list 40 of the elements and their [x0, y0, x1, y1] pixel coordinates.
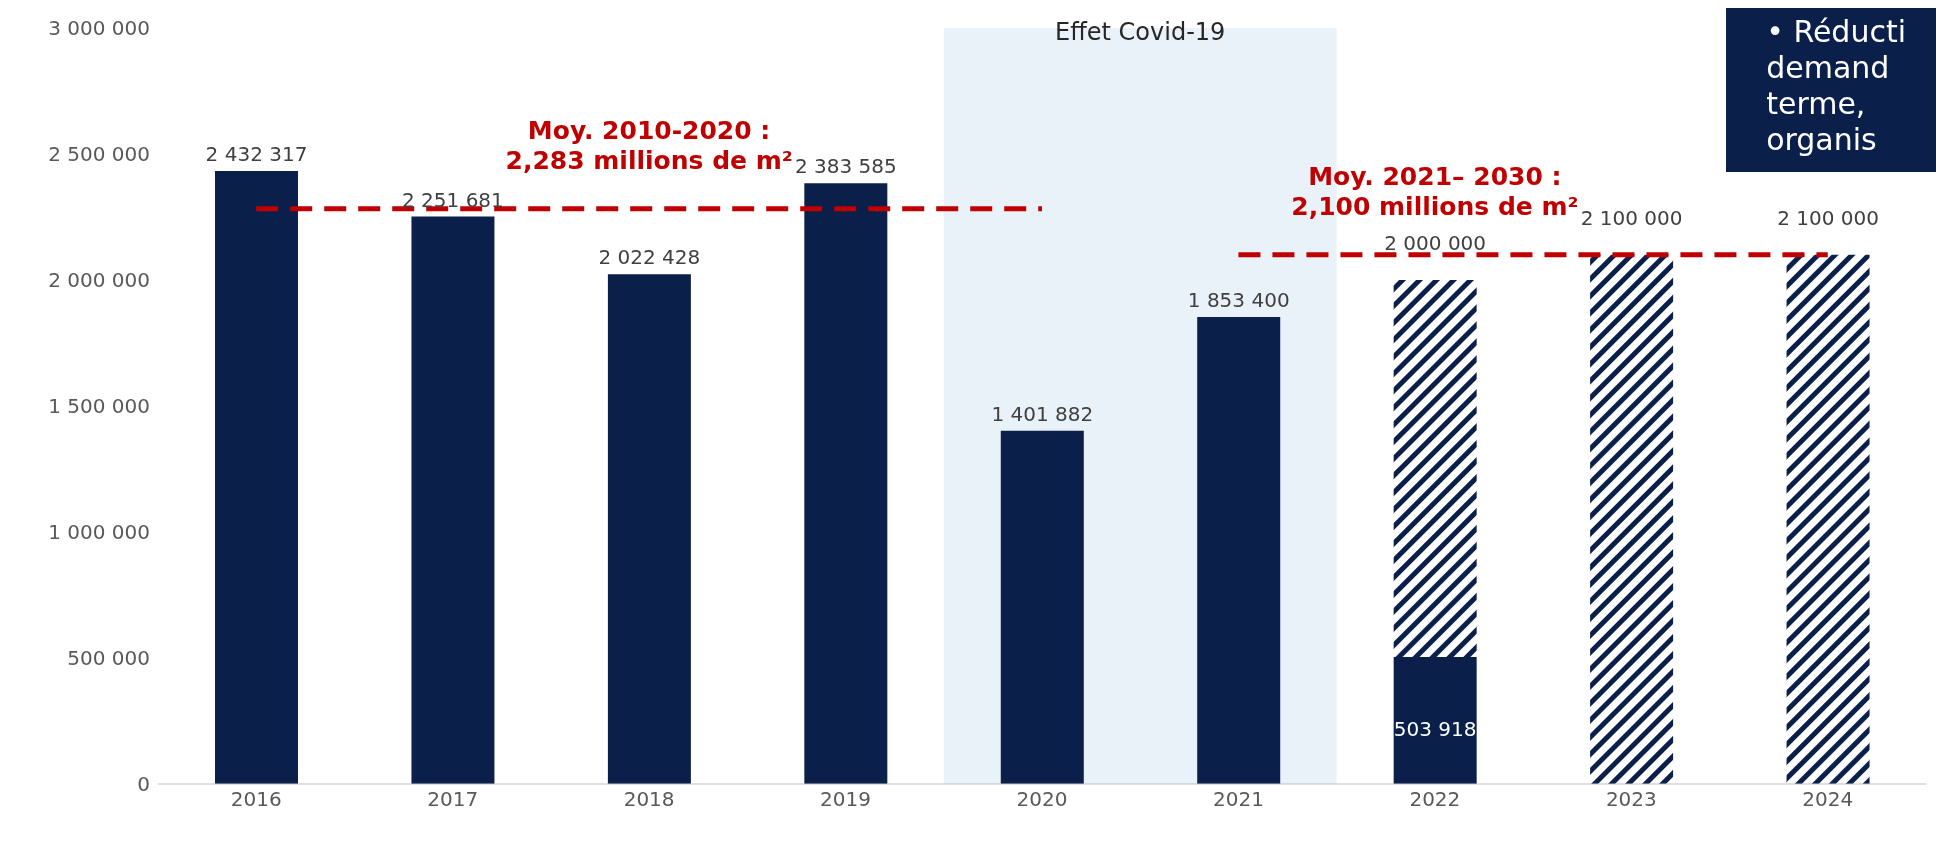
- data-label: 2 251 681: [402, 187, 504, 212]
- data-label: 2 022 428: [598, 245, 701, 270]
- x-tick-label: 2023: [1605, 787, 1657, 812]
- data-label: 503 918: [1393, 717, 1477, 741]
- band-label: Effet Covid-19: [1055, 18, 1226, 47]
- bar: [1197, 316, 1281, 784]
- total-label: 2 100 000: [1777, 205, 1879, 230]
- x-tick-label: 2016: [230, 787, 282, 812]
- data-label: 1 401 882: [991, 401, 1094, 426]
- x-tick-label: 2024: [1802, 787, 1854, 812]
- bar: [1590, 254, 1674, 784]
- annotation: Moy. 2010-2020 : 2,283 millions de m²: [505, 115, 793, 175]
- total-label: 2 000 000: [1384, 231, 1487, 255]
- x-tick-label: 2019: [820, 787, 872, 812]
- data-label: 1 853 400: [1187, 287, 1290, 312]
- x-tick-label: 2021: [1212, 787, 1264, 812]
- y-tick-label: 1 500 000: [48, 394, 150, 419]
- bar: [411, 216, 495, 784]
- annotation: Moy. 2021– 2030 : 2,100 millions de m²: [1291, 161, 1579, 221]
- bar: [1393, 657, 1477, 784]
- y-tick-label: 2 500 000: [48, 142, 150, 167]
- bar: [1786, 254, 1870, 784]
- y-tick-label: 3 000 000: [48, 16, 150, 41]
- x-tick-label: 2020: [1016, 787, 1068, 812]
- bar: [804, 183, 888, 784]
- annotation: • Réducti demand terme, organis: [1726, 8, 1936, 172]
- bar: [215, 171, 298, 784]
- y-tick-label: 0: [137, 772, 150, 797]
- bar: [607, 274, 691, 784]
- bar: [1000, 430, 1084, 784]
- total-label: 2 100 000: [1580, 205, 1683, 230]
- y-tick-label: 500 000: [67, 646, 150, 671]
- y-tick-label: 2 000 000: [48, 268, 150, 293]
- y-tick-label: 1 000 000: [48, 520, 150, 545]
- x-tick-label: 2022: [1409, 787, 1461, 812]
- bar: [1393, 280, 1477, 658]
- data-label: 2 383 585: [794, 154, 897, 179]
- x-tick-label: 2017: [427, 787, 479, 812]
- x-tick-label: 2018: [623, 787, 675, 812]
- data-label: 2 432 317: [205, 142, 308, 167]
